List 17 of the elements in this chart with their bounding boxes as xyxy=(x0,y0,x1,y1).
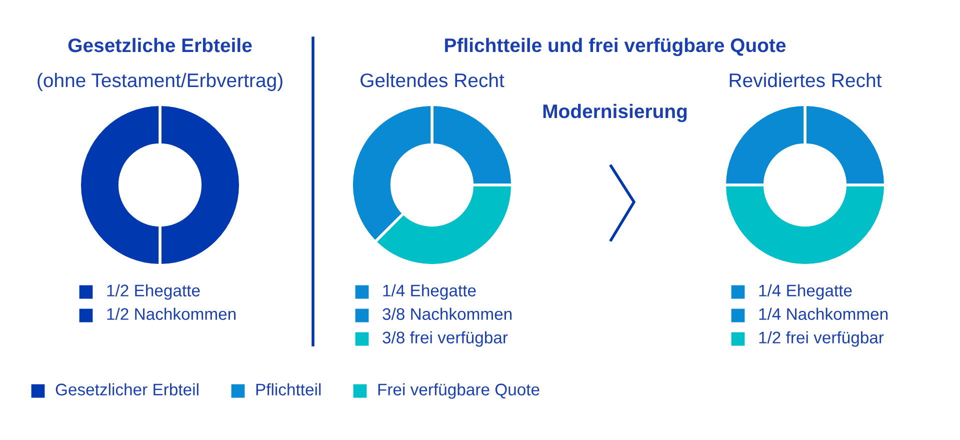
chart-subtitle: Geltendes Recht xyxy=(360,72,504,88)
legend-label: 1/2 frei verfügbar xyxy=(759,331,884,347)
legend-label: 1/2 Ehegatte xyxy=(107,284,200,300)
category-label: Gesetzlicher Erbteil xyxy=(56,383,198,396)
text: Pflichtteile und frei verfügbare Quote xyxy=(445,38,786,56)
text: Modernisierung xyxy=(543,104,687,122)
chart-subtitle: Revidiertes Recht xyxy=(730,72,882,88)
legend-label: 1/4 Ehegatte xyxy=(759,284,852,300)
chart-subtitle: (ohne Testament/Erbvertrag) xyxy=(38,72,282,92)
category-label: Frei verfügbare Quote xyxy=(378,383,540,399)
legend-label: 1/2 Nachkommen xyxy=(107,308,236,320)
legend-label: 3/8 Nachkommen xyxy=(382,308,512,320)
legend-label: 1/4 Ehegatte xyxy=(383,284,476,300)
chart-title: Gesetzliche Erbteile xyxy=(68,38,252,52)
category-label: Pflichtteil xyxy=(256,383,321,396)
legend-label: 3/8 frei verfügbar xyxy=(382,331,508,347)
legend-label: 1/4 Nachkommen xyxy=(759,308,888,320)
